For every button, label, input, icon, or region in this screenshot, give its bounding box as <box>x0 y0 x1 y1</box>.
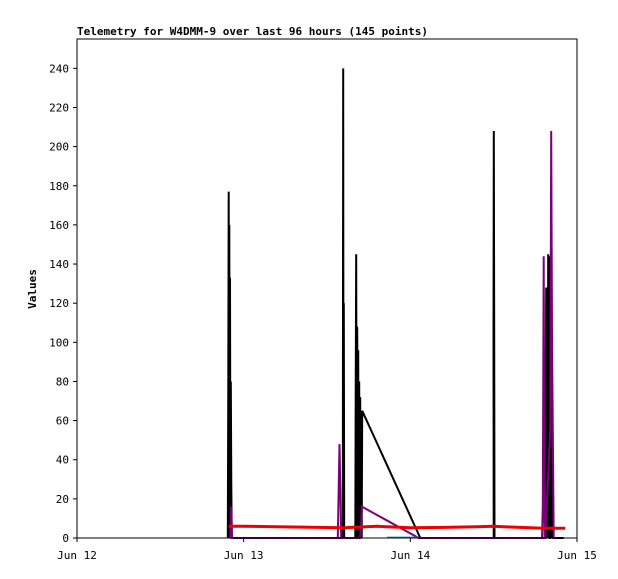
y-tick-label-11: 220 <box>49 101 69 114</box>
y-tick-label-5: 100 <box>49 336 69 349</box>
y-tick-label-3: 60 <box>56 415 69 428</box>
y-tick-label-12: 240 <box>49 62 69 75</box>
y-tick-label-6: 120 <box>49 297 69 310</box>
y-tick-label-10: 200 <box>49 141 69 154</box>
chart-title: Telemetry for W4DMM-9 over last 96 hours… <box>77 25 428 38</box>
y-axis: 0 20 40 60 80 100 120 140 160 180 200 220 240 <box>49 62 77 545</box>
y-axis-label: Values <box>26 269 39 309</box>
x-tick-label-0: Jun 12 <box>57 549 97 562</box>
y-tick-label-1: 20 <box>56 493 69 506</box>
y-tick-label-7: 140 <box>49 258 69 271</box>
y-tick-label-0: 0 <box>62 532 69 545</box>
y-tick-label-8: 160 <box>49 219 69 232</box>
plot-content <box>226 68 566 539</box>
series-line-2 <box>228 524 566 530</box>
plot-frame <box>76 38 578 539</box>
x-axis: Jun 12 Jun 13 Jun 14 Jun 15 <box>57 538 597 562</box>
y-tick-label-9: 180 <box>49 180 69 193</box>
x-tick-label-3: Jun 15 <box>557 549 597 562</box>
y-tick-label-4: 80 <box>56 375 69 388</box>
series-line-0 <box>226 68 564 539</box>
x-tick-label-1: Jun 13 <box>224 549 264 562</box>
x-tick-label-2: Jun 14 <box>390 549 430 562</box>
y-tick-label-2: 40 <box>56 454 69 467</box>
